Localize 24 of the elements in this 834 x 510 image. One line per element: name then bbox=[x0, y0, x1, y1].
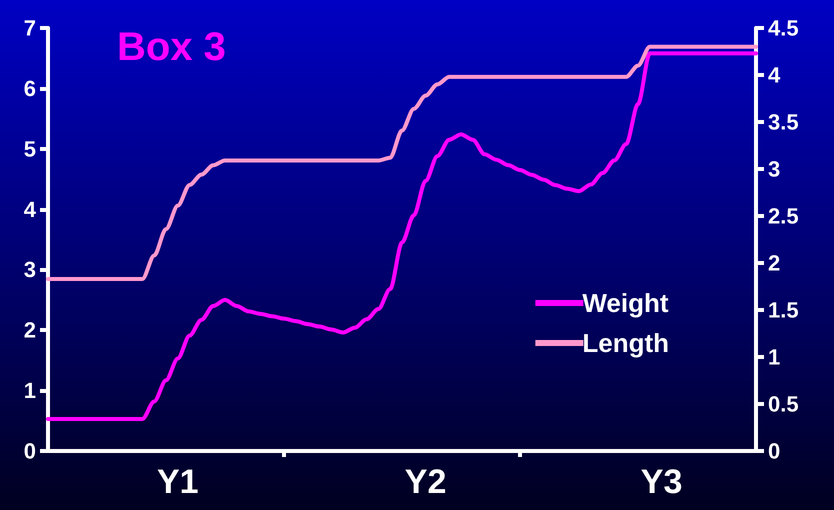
y2-tick-label: 0 bbox=[768, 438, 780, 464]
y2-tick-label: 4 bbox=[768, 62, 781, 88]
y2-tick-label: 4.5 bbox=[768, 16, 799, 40]
y2-tick-label: 2 bbox=[768, 250, 780, 276]
y2-tick-label: 3 bbox=[768, 156, 780, 182]
y-tick-label: 4 bbox=[24, 196, 37, 222]
x-tick-label: Y1 bbox=[157, 463, 199, 501]
y2-tick-label: 1 bbox=[768, 344, 780, 370]
y-tick-label: 6 bbox=[24, 76, 36, 101]
y-tick-label: 3 bbox=[24, 257, 36, 282]
y2-tick-label: 2.5 bbox=[768, 204, 799, 228]
y-tick-label: 5 bbox=[24, 136, 36, 162]
x-tick-label: Y3 bbox=[640, 463, 682, 501]
chart-title: Box 3 bbox=[117, 25, 226, 69]
y2-tick-label: 1.5 bbox=[768, 298, 799, 322]
x-tick-label: Y2 bbox=[404, 463, 446, 501]
legend-label: Weight bbox=[582, 288, 669, 318]
legend-label: Length bbox=[582, 328, 670, 358]
y-tick-label: 2 bbox=[24, 318, 36, 343]
y2-tick-label: 3.5 bbox=[768, 110, 799, 134]
y2-tick-label: 0.5 bbox=[768, 392, 799, 416]
y-tick-label: 7 bbox=[24, 16, 36, 40]
y-tick-label: 0 bbox=[24, 438, 36, 464]
y-tick-label: 1 bbox=[24, 378, 36, 404]
